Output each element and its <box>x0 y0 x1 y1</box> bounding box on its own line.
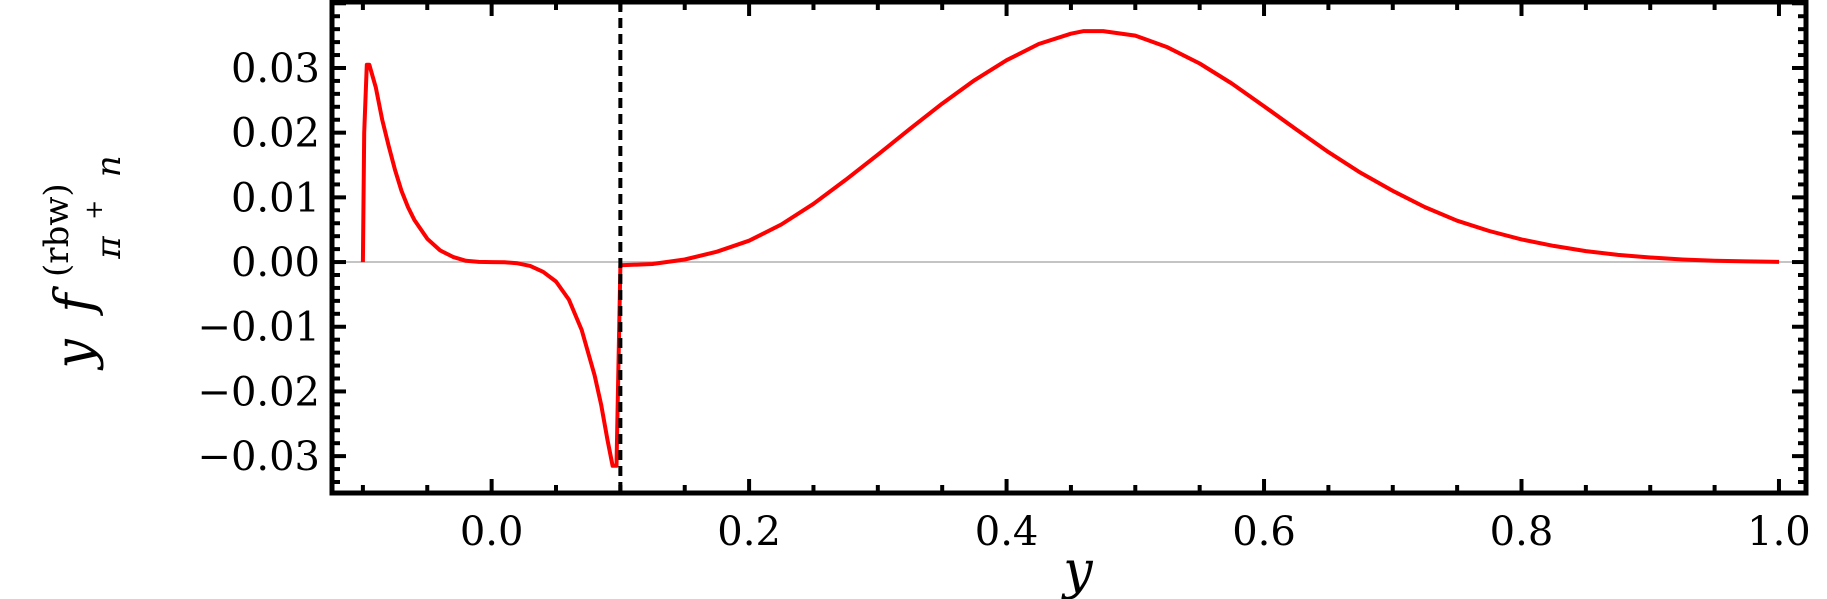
x-tick-label: 0.2 <box>717 509 781 555</box>
y-label-prefix: y <box>45 339 105 371</box>
tick-labels: 0.0 0.2 0.4 0.6 0.8 1.0 0.03 0.02 0.01 0.00 −0.01 −… <box>197 46 1810 555</box>
x-tick-label: 0.8 <box>1490 509 1554 555</box>
x-tick-label: 1.0 <box>1747 509 1811 555</box>
series-line-segment-1 <box>360 62 623 468</box>
y-tick-label: 0.01 <box>231 175 320 221</box>
x-tick-label: 0.4 <box>975 509 1039 555</box>
y-axis-label: y f (rbw) π + n <box>21 155 133 370</box>
y-tick-label: 0.03 <box>231 46 320 92</box>
x-axis-label: y <box>1061 541 1093 599</box>
svg-text:y f (rbw) π: y f (rbw) π + n <box>21 155 133 370</box>
series-line-segment-2 <box>620 29 1780 268</box>
ticks <box>329 0 1809 496</box>
plot-frame <box>329 0 1809 496</box>
y-tick-label: 0.00 <box>231 240 320 286</box>
y-tick-label: 0.02 <box>231 111 320 157</box>
y-label-subscript-tail: n <box>89 155 129 177</box>
y-tick-label: −0.01 <box>197 305 320 351</box>
y-label-func: f <box>45 286 105 317</box>
y-label-subscript-base: π <box>89 236 129 260</box>
y-label-subscript-sup: + <box>80 200 108 220</box>
y-label-superscript: (rbw) <box>37 183 77 277</box>
y-tick-label: −0.03 <box>197 434 320 480</box>
x-tick-label: 0.0 <box>460 509 524 555</box>
x-tick-label: 0.6 <box>1232 509 1296 555</box>
plot-area <box>332 2 1806 493</box>
y-tick-label: −0.02 <box>197 369 320 415</box>
